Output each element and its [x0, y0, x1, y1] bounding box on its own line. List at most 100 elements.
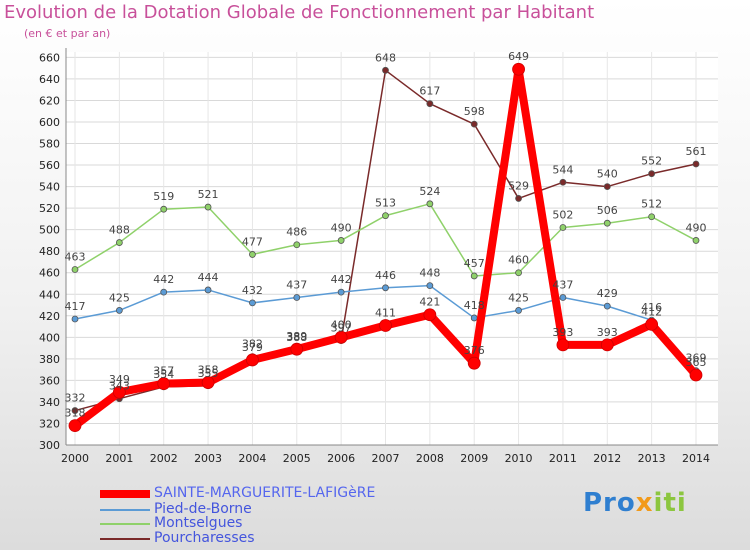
series-point-0	[334, 330, 348, 344]
series-point-1	[603, 302, 611, 310]
series-point-2	[337, 237, 345, 244]
data-label-0: 389	[286, 330, 307, 343]
x-tick-label: 2004	[238, 452, 266, 465]
data-label-3: 561	[686, 145, 707, 158]
data-label-0: 349	[109, 373, 130, 386]
x-tick-label: 2005	[283, 452, 311, 465]
y-tick-label: 580	[39, 138, 60, 151]
legend-entry-1: Pied-de-Borne	[154, 501, 252, 517]
series-point-2	[115, 239, 123, 246]
data-label-3: 544	[552, 163, 573, 176]
series-point-1	[160, 288, 168, 296]
data-label-2: 463	[65, 250, 86, 263]
series-point-2	[559, 224, 567, 231]
y-tick-label: 300	[39, 439, 60, 452]
logo-part-2: x	[635, 488, 654, 518]
y-tick-label: 460	[39, 267, 60, 280]
data-label-2: 512	[641, 198, 662, 211]
data-label-2: 457	[464, 257, 485, 270]
data-label-3: 397	[331, 322, 352, 335]
data-label-2: 502	[552, 209, 573, 222]
data-label-3: 529	[508, 179, 529, 192]
data-label-0: 411	[375, 306, 396, 319]
x-tick-label: 2010	[505, 452, 533, 465]
data-label-2: 506	[597, 204, 618, 217]
data-label-3: 388	[286, 331, 307, 344]
y-tick-label: 480	[39, 245, 60, 258]
data-label-0: 412	[641, 305, 662, 318]
data-label-1: 425	[508, 291, 529, 304]
series-point-0	[689, 368, 703, 382]
series-point-3	[71, 407, 79, 414]
data-label-3: 540	[597, 168, 618, 181]
series-point-1	[337, 288, 345, 296]
series-point-0	[600, 338, 614, 352]
data-label-2: 513	[375, 197, 396, 210]
data-label-3: 332	[65, 392, 86, 405]
x-tick-label: 2013	[638, 452, 666, 465]
x-tick-label: 2011	[549, 452, 577, 465]
series-point-0	[201, 376, 215, 389]
data-label-0: 421	[419, 296, 440, 309]
proxiti-logo: Proxiti	[583, 488, 687, 518]
data-label-1: 442	[153, 273, 174, 286]
data-label-1: 369	[686, 352, 707, 365]
legend-entry-3: Pourcharesses	[154, 530, 255, 546]
x-tick-label: 2006	[327, 452, 355, 465]
data-label-3: 382	[242, 338, 263, 351]
data-label-2: 486	[286, 226, 307, 239]
series-point-1	[559, 294, 567, 301]
x-tick-label: 2003	[194, 452, 222, 465]
series-point-3	[603, 183, 611, 190]
y-tick-label: 440	[39, 288, 60, 301]
data-label-1: 417	[65, 300, 86, 313]
y-tick-label: 400	[39, 331, 60, 344]
series-point-2	[382, 212, 389, 220]
x-tick-label: 2002	[150, 452, 178, 465]
series-point-3	[382, 66, 389, 74]
y-tick-label: 600	[39, 116, 60, 129]
data-label-0: 649	[508, 50, 529, 63]
data-label-1: 416	[641, 301, 662, 314]
data-label-3: 648	[375, 51, 396, 64]
legend-entry-2: Montselgues	[154, 515, 243, 531]
series-point-0	[290, 342, 304, 356]
data-label-0: 393	[552, 326, 573, 339]
data-label-0: 393	[597, 326, 618, 339]
series-point-0	[112, 385, 126, 399]
x-tick-label: 2008	[416, 452, 444, 465]
series-point-0	[423, 308, 437, 322]
series-point-3	[426, 100, 434, 108]
data-label-3: 552	[641, 155, 662, 168]
series-point-3	[559, 178, 567, 186]
series-point-1	[293, 294, 301, 301]
data-label-1: 442	[331, 273, 352, 286]
data-label-3: 355	[198, 367, 219, 380]
series-point-2	[470, 272, 478, 280]
data-label-2: 460	[508, 254, 529, 267]
data-label-1: 437	[552, 278, 573, 291]
y-tick-label: 420	[39, 310, 60, 323]
data-label-0: 357	[153, 365, 174, 378]
x-tick-label: 2007	[372, 452, 400, 465]
y-tick-label: 640	[39, 73, 60, 86]
data-label-1: 437	[286, 278, 307, 291]
series-point-0	[556, 338, 570, 352]
series-point-1	[382, 284, 389, 292]
data-label-1: 432	[242, 284, 263, 297]
series-point-0	[512, 62, 525, 76]
x-tick-label: 2012	[593, 452, 621, 465]
series-point-1	[71, 315, 79, 323]
data-label-0: 376	[464, 344, 485, 357]
data-label-3: 617	[419, 85, 440, 98]
data-label-2: 490	[331, 221, 352, 234]
series-point-1	[470, 314, 478, 322]
data-label-2: 488	[109, 224, 130, 237]
data-label-3: 343	[109, 380, 130, 393]
logo-part-1: Pro	[583, 488, 636, 518]
x-tick-label: 2009	[460, 452, 488, 465]
data-label-2: 519	[153, 190, 174, 203]
data-label-2: 477	[242, 235, 263, 248]
series-point-2	[648, 213, 656, 221]
series-point-3	[470, 120, 478, 128]
